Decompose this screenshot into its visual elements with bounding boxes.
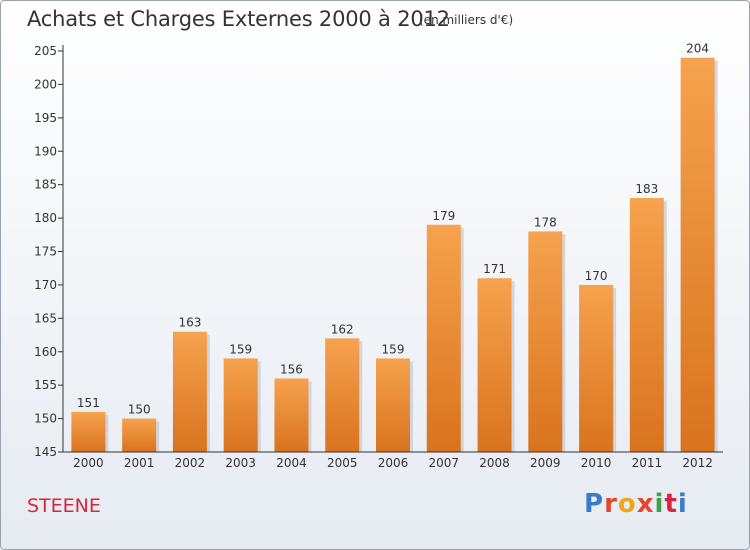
data-label-2005: 162	[331, 322, 354, 336]
chart-unit: (en milliers d'€)	[419, 13, 514, 27]
bar-2003	[223, 358, 258, 452]
data-label-2003: 159	[229, 342, 252, 356]
y-tick-label-175: 175	[34, 245, 57, 259]
logo-letter: o	[617, 489, 637, 519]
bar-2000	[71, 411, 106, 452]
x-tick-label-2001: 2001	[124, 456, 155, 470]
bar-2009	[528, 231, 563, 452]
logo-letter: x	[636, 489, 655, 519]
data-label-2006: 159	[382, 342, 405, 356]
proxiti-logo[interactable]: Proxiti	[584, 489, 688, 519]
x-tick-label-2008: 2008	[479, 456, 510, 470]
data-label-2000: 151	[77, 396, 100, 410]
data-label-2002: 163	[178, 316, 201, 330]
logo-letter: t	[664, 489, 678, 519]
data-label-2008: 171	[483, 262, 506, 276]
x-tick-label-2003: 2003	[225, 456, 256, 470]
logo-letter: P	[584, 489, 605, 519]
x-tick-label-2010: 2010	[581, 456, 612, 470]
commune-name: STEENE	[27, 495, 101, 517]
x-tick-label-2002: 2002	[175, 456, 206, 470]
bar-2007	[426, 224, 461, 452]
x-tick-label-2011: 2011	[632, 456, 663, 470]
bar-2001	[122, 418, 157, 452]
x-tick-label-2012: 2012	[682, 456, 713, 470]
y-tick-label-165: 165	[34, 311, 57, 325]
data-label-2007: 179	[432, 209, 455, 223]
y-tick-label-205: 205	[34, 44, 57, 58]
logo-letter: i	[654, 489, 665, 519]
y-tick-label-195: 195	[34, 111, 57, 125]
x-tick-label-2006: 2006	[378, 456, 409, 470]
data-label-2011: 183	[635, 182, 658, 196]
logo-letter: i	[677, 489, 688, 519]
x-tick-label-2005: 2005	[327, 456, 358, 470]
chart-title: Achats et Charges Externes 2000 à 2012	[27, 7, 450, 31]
bar-2012	[680, 57, 715, 452]
x-tick-label-2007: 2007	[428, 456, 459, 470]
y-tick-label-150: 150	[34, 412, 57, 426]
data-label-2004: 156	[280, 362, 303, 376]
y-tick-label-200: 200	[34, 77, 57, 91]
x-tick-label-2009: 2009	[530, 456, 561, 470]
logo-letter: r	[604, 489, 618, 519]
y-tick-label-160: 160	[34, 345, 57, 359]
y-tick-label-145: 145	[34, 445, 57, 459]
bar-2005	[325, 338, 360, 452]
x-tick-label-2000: 2000	[73, 456, 104, 470]
y-tick-label-180: 180	[34, 211, 57, 225]
data-label-2010: 170	[585, 269, 608, 283]
y-tick-label-155: 155	[34, 378, 57, 392]
bar-2002	[172, 331, 207, 452]
bar-2006	[376, 358, 410, 452]
y-tick-label-185: 185	[34, 178, 57, 192]
data-label-2012: 204	[686, 42, 709, 56]
bar-2011	[629, 198, 664, 452]
data-label-2009: 178	[534, 215, 557, 229]
y-tick-label-170: 170	[34, 278, 57, 292]
bar-2004	[274, 378, 309, 452]
x-tick-label-2004: 2004	[276, 456, 307, 470]
bar-2008	[477, 278, 512, 452]
bar-2010	[579, 284, 614, 452]
data-label-2001: 150	[128, 403, 151, 417]
y-tick-label-190: 190	[34, 144, 57, 158]
